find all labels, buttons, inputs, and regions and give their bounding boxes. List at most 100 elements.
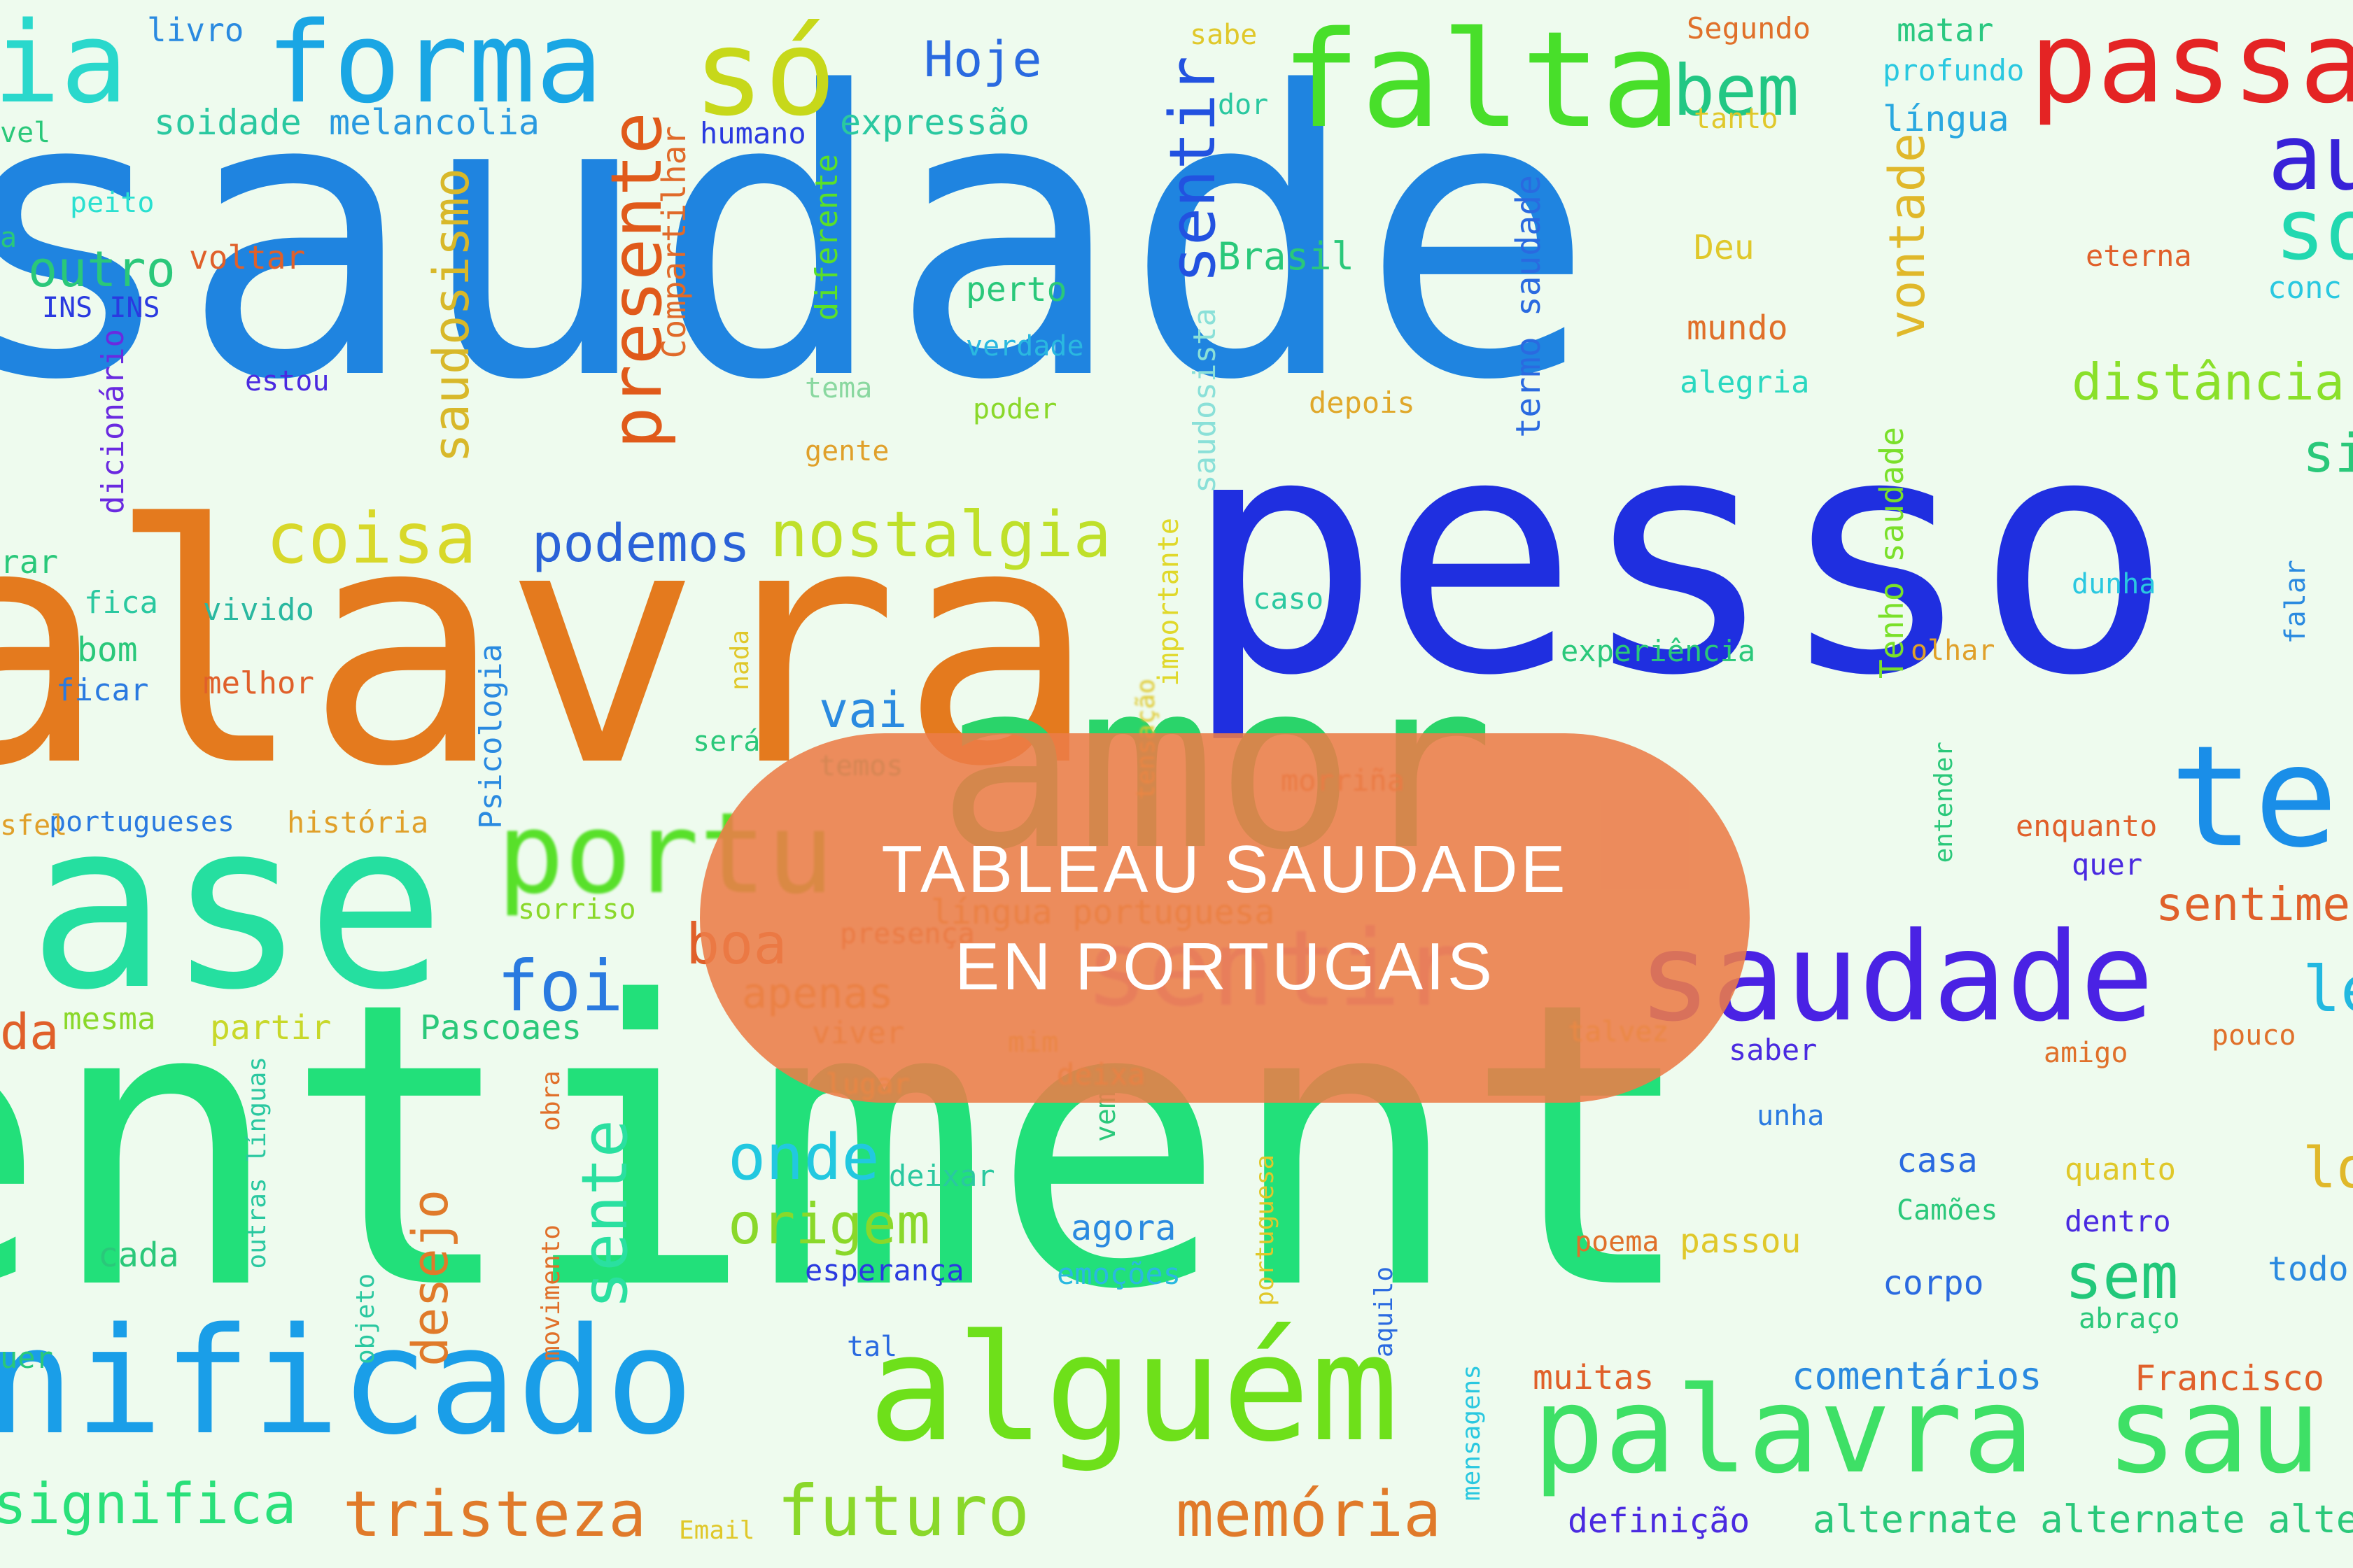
word-dicionario: dicionário [95,329,131,514]
word-nada: nada [726,630,754,691]
word-deixar: deixar [889,1159,995,1193]
word-sem: sem [2065,1240,2179,1313]
word-sera: será [693,726,761,758]
word-memoria: memória [1176,1478,1442,1551]
word-expressao: expressão [840,102,1030,143]
word-definicao: definição [1568,1502,1750,1541]
word-objeto: objeto [351,1273,380,1365]
word-movimento: movimento [537,1224,566,1362]
word-foi: foi [497,945,624,1027]
word-vontade: vontade [1878,133,1936,340]
title-line-2: EN PORTUGAIS [955,929,1495,1004]
word-todo: todo [2268,1250,2349,1289]
word-podemos: podemos [532,514,750,574]
word-verdade: verdade [966,330,1084,362]
word-portugueses: portugueses [49,806,234,838]
word-melancolia: melancolia [329,102,540,143]
word-au: au [2268,104,2353,211]
word-vai: vai [819,681,908,739]
word-experiencia: experiência [1561,634,1756,668]
word-segundo: Segundo [1687,11,1811,45]
word-gente: gente [805,435,890,467]
word-quanto: quanto [2065,1152,2176,1187]
word-pouco: pouco [2212,1019,2296,1052]
word-dunha: dunha [2072,568,2156,600]
word-casa: casa [1897,1141,1978,1180]
word-corpo: corpo [1883,1264,1984,1303]
word-uer: uer [0,1341,53,1375]
word-importante: importante [1153,518,1185,686]
word-dentro: dentro [2065,1204,2171,1238]
word-bem: bem [1673,50,1799,132]
word-psicologia: Psicologia [473,644,509,829]
word-sentime: sentime [2156,877,2351,931]
word-tenho-saudade: Tenho saudade [1873,427,1911,679]
title-line-1: TABLEAU SAUDADE [881,831,1568,907]
word-alternate: alternate alternate alternate [1813,1497,2353,1541]
word-entender: entender [1930,742,1958,863]
word-saber: saber [1729,1033,1818,1067]
word-da: da [0,1003,59,1061]
word-onde: onde [728,1121,880,1194]
word-peito: peito [70,187,155,219]
word-ia: ia [0,0,128,128]
word-rar: rar [0,543,59,581]
word-abraco: abraço [2079,1303,2180,1335]
word-palavra-saudade: palavra sau [1533,1362,2321,1500]
word-historia: história [287,805,429,840]
word-email: Email [679,1516,755,1545]
word-so2: so [2275,182,2353,279]
word-saudosismo: saudosismo [423,168,480,463]
word-brasil: Brasil [1218,234,1355,278]
word-tanto: tanto [1694,103,1778,135]
word-mensagens: mensagens [1457,1364,1486,1502]
word-pesso: pesso [1183,365,2173,747]
word-a: a [0,222,17,254]
word-ins-ins: INS INS [42,292,160,324]
word-desejo: desejo [402,1189,459,1366]
word-origem: origem [728,1192,930,1257]
word-depois: depois [1309,386,1415,420]
word-muitas: muitas [1533,1358,1655,1397]
word-humano: humano [700,116,806,150]
word-alguem: alguém [868,1303,1399,1474]
word-quer: quer [2072,847,2143,882]
word-mesma: mesma [63,1001,156,1037]
word-ficar: ficar [56,672,149,708]
word-portuguesa: portuguesa [1251,1154,1279,1306]
word-len: len [2303,953,2353,1026]
word-eterna: eterna [2086,239,2192,273]
word-significa: significa [0,1471,297,1537]
word-nificado: nificado [0,1296,694,1467]
word-enquanto: enquanto [2016,809,2158,843]
word-falar: falar [2280,560,2312,644]
word-melhor: melhor [203,665,314,701]
word-pascoaes: Pascoaes [420,1008,582,1047]
word-voltar: voltar [189,239,306,276]
word-camoes: Camões [1897,1194,1998,1227]
word-aquilo: aquilo [1370,1266,1398,1358]
word-passou: passou [1680,1222,1801,1261]
title-banner: TABLEAU SAUDADE EN PORTUGAIS [700,733,1750,1103]
word-futuro: futuro [777,1470,1030,1552]
word-forma: forma [266,0,603,128]
word-sabe: sabe [1190,19,1258,51]
word-estou: estou [245,365,330,397]
word-tristeza: tristeza [343,1478,647,1551]
word-conc: conc [2268,270,2342,306]
word-obra: obra [537,1071,566,1131]
word-outro: outro [28,241,176,298]
word-alegria: alegria [1680,365,1810,400]
word-saudosista: saudosista [1187,308,1223,493]
word-caso: caso [1253,581,1324,616]
word-sin: sin [2303,422,2353,484]
word-compartilhar: Compartilhar [655,126,693,359]
word-passa: passa [2030,0,2353,128]
word-amigo: amigo [2044,1037,2128,1069]
word-sorriso: sorriso [518,894,636,926]
word-distancia: distância [2072,353,2345,411]
word-cada: cada [98,1236,179,1275]
word-so: só [693,4,836,143]
word-sentir-vert: sentir [1156,56,1230,284]
